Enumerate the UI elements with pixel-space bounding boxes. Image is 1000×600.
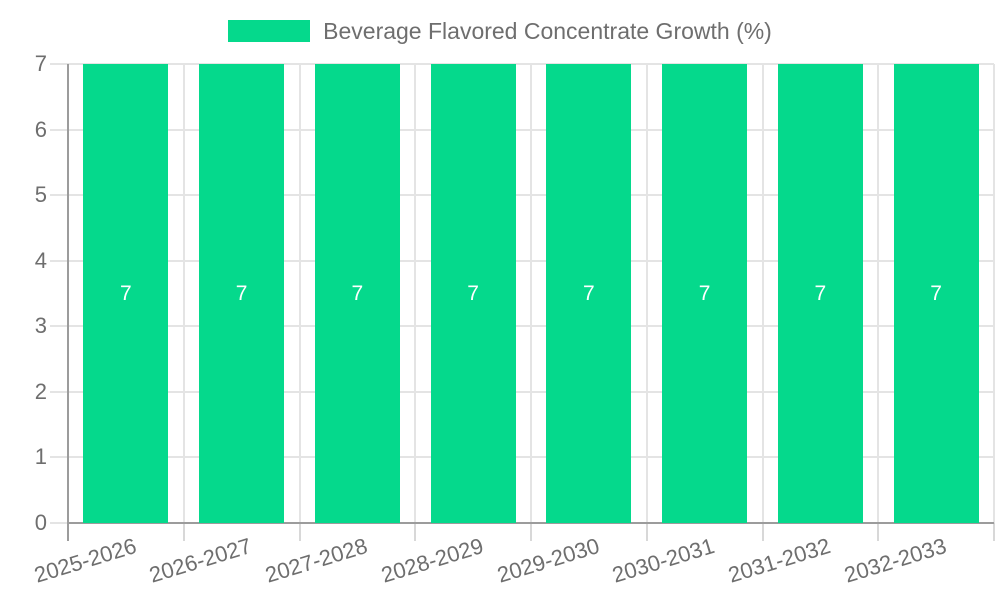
x-axis-category-label: 2026-2027: [146, 533, 255, 588]
bar-value-label: 7: [351, 281, 364, 305]
x-tick: [645, 523, 648, 541]
x-gridline: [993, 64, 995, 523]
x-axis-category-label: 2025-2026: [30, 533, 139, 588]
y-axis-tick-label: 3: [34, 313, 47, 339]
x-axis-line: [67, 522, 994, 524]
y-axis-tick-label: 6: [34, 116, 47, 142]
bar[interactable]: 7: [546, 64, 632, 523]
bar-value-label: 7: [698, 281, 711, 305]
bar[interactable]: 7: [893, 64, 979, 523]
bar[interactable]: 7: [199, 64, 285, 523]
y-gridline: [50, 390, 994, 393]
x-tick: [993, 523, 995, 541]
legend-label: Beverage Flavored Concentrate Growth (%): [323, 18, 772, 44]
x-gridline: [298, 64, 301, 523]
bar-value-label: 7: [930, 281, 942, 305]
x-axis-category-label: 2032-2033: [841, 533, 950, 588]
y-gridline: [50, 325, 994, 328]
bar-value-label: 7: [467, 281, 479, 305]
x-gridline: [182, 64, 185, 523]
y-gridline: [50, 259, 994, 262]
bar[interactable]: 7: [430, 64, 516, 523]
x-axis-category-label: 2029-2030: [493, 533, 602, 588]
y-axis-line: [67, 64, 69, 541]
y-axis-tick-label: 5: [34, 182, 47, 208]
x-axis-category-label: 2031-2032: [725, 533, 834, 588]
y-axis-tick-label: 4: [34, 247, 47, 273]
bar[interactable]: 7: [662, 64, 748, 523]
x-gridline: [530, 64, 532, 523]
bar-value-label: 7: [583, 281, 595, 305]
y-gridline: [50, 194, 994, 197]
x-gridline: [877, 64, 880, 523]
x-axis-category-label: 2030-2031: [609, 533, 718, 588]
x-axis-category-label: 2028-2029: [378, 533, 487, 588]
y-axis-tick-label: 2: [34, 378, 47, 404]
bar[interactable]: 7: [83, 64, 169, 523]
y-gridline: [50, 63, 994, 65]
y-axis-tick-label: 7: [34, 51, 47, 76]
x-tick: [761, 523, 764, 541]
bar[interactable]: 7: [777, 64, 863, 523]
y-tick: [50, 522, 68, 524]
legend[interactable]: Beverage Flavored Concentrate Growth (%): [0, 18, 1000, 44]
legend-swatch: [228, 20, 311, 42]
x-tick: [877, 523, 880, 541]
x-tick: [182, 523, 185, 541]
y-axis-tick-label: 0: [34, 510, 47, 535]
bar-value-label: 7: [814, 281, 827, 305]
bar-value-label: 7: [120, 281, 132, 305]
bar-value-label: 7: [235, 281, 248, 305]
y-gridline: [50, 128, 994, 131]
bar[interactable]: 7: [314, 64, 400, 523]
x-tick: [298, 523, 301, 541]
x-tick: [530, 523, 532, 541]
y-axis-tick-label: 1: [34, 444, 47, 470]
x-tick: [414, 523, 417, 541]
x-gridline: [761, 64, 764, 523]
x-gridline: [414, 64, 417, 523]
x-axis-category-label: 2027-2028: [262, 533, 371, 588]
x-gridline: [645, 64, 648, 523]
y-gridline: [50, 456, 994, 459]
